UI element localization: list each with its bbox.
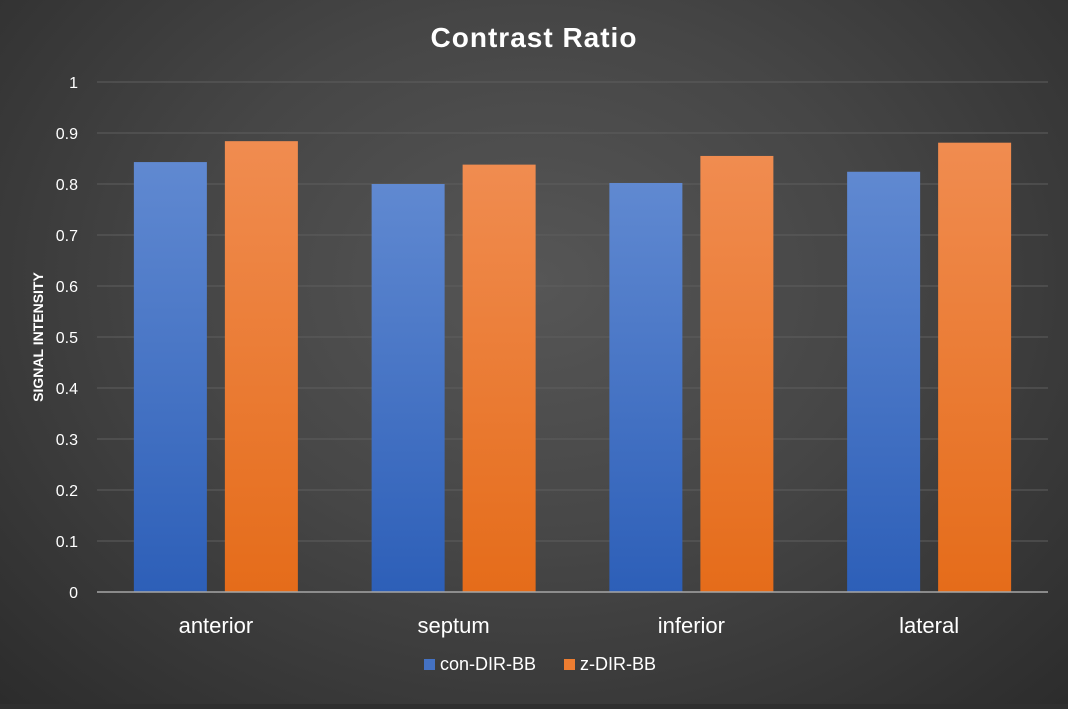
bar-con-DIR-BB-septum — [371, 184, 445, 592]
legend-swatch — [424, 659, 435, 670]
x-tick-label: inferior — [658, 613, 725, 638]
bar-z-DIR-BB-inferior — [700, 155, 774, 592]
legend-label: z-DIR-BB — [580, 654, 656, 674]
y-tick-label: 0.3 — [56, 432, 78, 449]
y-tick-label: 1 — [69, 75, 78, 92]
legend-label: con-DIR-BB — [440, 654, 536, 674]
bar-z-DIR-BB-anterior — [224, 141, 298, 592]
y-tick-label: 0.5 — [56, 330, 78, 347]
legend: con-DIR-BB z-DIR-BB — [424, 654, 656, 674]
y-tick-label: 0.1 — [56, 534, 78, 551]
y-tick-label: 0.4 — [56, 381, 78, 398]
y-tick-label: 0 — [69, 585, 78, 602]
x-axis-ticks: anterior septum inferior lateral — [179, 613, 960, 638]
x-tick-label: lateral — [899, 613, 959, 638]
y-axis-ticks: 0 0.1 0.2 0.3 0.4 0.5 0.6 0.7 0.8 0.9 1 — [56, 75, 78, 602]
bar-con-DIR-BB-anterior — [133, 162, 207, 592]
bars — [133, 141, 1012, 593]
bar-con-DIR-BB-lateral — [847, 171, 921, 592]
bar-z-DIR-BB-lateral — [938, 142, 1012, 592]
legend-swatch — [564, 659, 575, 670]
y-axis-label: SIGNAL INTENSITY — [30, 272, 46, 402]
x-tick-label: anterior — [179, 613, 254, 638]
y-tick-label: 0.8 — [56, 177, 78, 194]
chart-title: Contrast Ratio — [431, 22, 638, 53]
bar-z-DIR-BB-septum — [462, 164, 536, 592]
y-tick-label: 0.2 — [56, 483, 78, 500]
y-tick-label: 0.9 — [56, 126, 78, 143]
bar-con-DIR-BB-inferior — [609, 182, 683, 593]
y-tick-label: 0.7 — [56, 228, 78, 245]
y-tick-label: 0.6 — [56, 279, 78, 296]
x-tick-label: septum — [418, 613, 490, 638]
